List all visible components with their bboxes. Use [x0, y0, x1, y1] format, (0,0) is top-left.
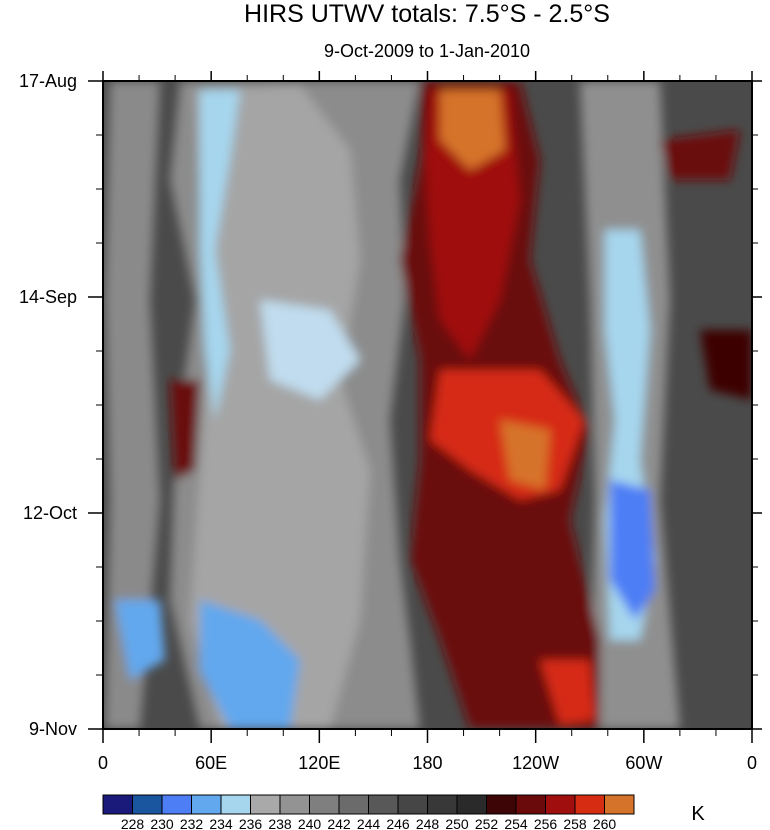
- y-tick-label: 14-Sep: [19, 287, 77, 307]
- colorbar-box: [250, 794, 281, 815]
- contour-field: [103, 81, 752, 729]
- x-tick-label: 0: [98, 753, 108, 773]
- y-axis: 17-Aug 14-Sep 12-Oct 9-Nov: [19, 71, 762, 739]
- region-blue-patch-b: [200, 600, 300, 729]
- colorbar-box: [338, 794, 369, 815]
- chart-subtitle: 9-Oct-2009 to 1-Jan-2010: [324, 41, 530, 61]
- colorbar-label: 238: [268, 816, 292, 830]
- y-tick-label: 9-Nov: [29, 719, 77, 739]
- region-west-grey: [105, 81, 160, 729]
- region-red-bottom: [540, 660, 595, 725]
- colorbar-label: 250: [445, 816, 469, 830]
- field-shapes: [105, 81, 752, 729]
- colorbar-box: [545, 794, 576, 815]
- colorbar-box: [368, 794, 399, 815]
- colorbar-box: [604, 794, 635, 815]
- x-tick-label: 0: [747, 753, 757, 773]
- x-tick-label: 120W: [512, 753, 559, 773]
- region-dark-red-east2: [700, 330, 752, 400]
- x-tick-label: 120E: [298, 753, 340, 773]
- colorbar-label: 254: [504, 816, 528, 830]
- region-blue-patch-f: [115, 600, 165, 680]
- x-axis: 0 60E 120E 180 120W 60W 0: [98, 71, 757, 773]
- colorbar-box: [161, 794, 192, 815]
- chart-title: HIRS UTWV totals: 7.5°S - 2.5°S: [244, 0, 610, 28]
- colorbar-box: [456, 794, 487, 815]
- region-dark-red-west: [170, 380, 200, 480]
- colorbar-box: [397, 794, 428, 815]
- region-blue-strip-a: [200, 90, 240, 420]
- region-dark-red-east: [660, 130, 740, 180]
- colorbar-label: 244: [357, 816, 381, 830]
- colorbar-unit: K: [691, 803, 705, 825]
- x-tick-label: 180: [412, 753, 442, 773]
- colorbar-label: 258: [563, 816, 587, 830]
- colorbar-label: 230: [150, 816, 174, 830]
- colorbar-label: 234: [209, 816, 233, 830]
- colorbar-label: 246: [386, 816, 410, 830]
- colorbar-label: 248: [416, 816, 440, 830]
- colorbar-label: 242: [327, 816, 351, 830]
- colorbar-box: [427, 794, 458, 815]
- x-tick-label: 60W: [625, 753, 662, 773]
- region-orange-mid: [500, 420, 550, 490]
- colorbar-box: [279, 794, 310, 815]
- colorbar-box: [486, 794, 517, 815]
- colorbar-box: [191, 794, 222, 815]
- colorbar-label: 256: [534, 816, 558, 830]
- colorbar-label: 228: [121, 816, 145, 830]
- colorbar-box: [220, 794, 251, 815]
- region-blue-patch-e: [260, 300, 360, 400]
- colorbar-box: [574, 794, 605, 815]
- region-blue-patch-d: [610, 480, 655, 620]
- colorbar: 228 230 232 234 236 238 240 242 244 246 248 250 252 2…: [102, 794, 635, 830]
- colorbar-box: [515, 794, 546, 815]
- colorbar-box: [132, 794, 163, 815]
- colorbar-box: [102, 794, 133, 815]
- x-tick-label: 60E: [195, 753, 227, 773]
- colorbar-label: 232: [180, 816, 204, 830]
- colorbar-box: [309, 794, 340, 815]
- y-tick-label: 17-Aug: [19, 71, 77, 91]
- colorbar-label: 240: [298, 816, 322, 830]
- region-red-upper: [425, 90, 520, 360]
- colorbar-label: 252: [475, 816, 499, 830]
- colorbar-label: 236: [239, 816, 263, 830]
- region-light-grey-band: [190, 85, 370, 729]
- y-tick-label: 12-Oct: [23, 503, 77, 523]
- region-orange-top: [440, 90, 505, 170]
- colorbar-label: 260: [593, 816, 617, 830]
